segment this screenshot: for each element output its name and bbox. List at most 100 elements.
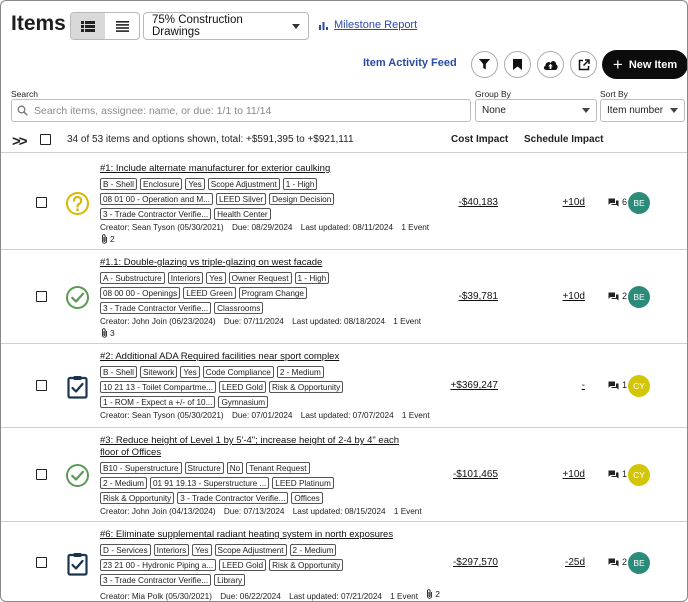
assignee-avatar[interactable]: CY: [628, 464, 650, 486]
tag-chip: 3 - Trade Contractor Verifie...: [100, 302, 212, 314]
item-row[interactable]: #3: Reduce height of Level 1 by 5'-4"; i…: [1, 428, 687, 522]
item-schedule-impact[interactable]: -: [581, 380, 585, 391]
tag-chip: D - Services: [100, 544, 151, 556]
item-row[interactable]: #1.1: Double-glazing vs triple-glazing o…: [1, 250, 687, 344]
bar-chart-icon: [319, 21, 328, 30]
assignee-avatar[interactable]: BE: [628, 192, 650, 214]
item-cost-impact[interactable]: -$40,183: [458, 197, 498, 208]
tag-chip: 1 - ROM - Expect a +/- of 10...: [100, 396, 216, 408]
item-row[interactable]: #1: Include alternate manufacturer for e…: [1, 156, 687, 250]
clipboard-check-icon: [67, 553, 88, 576]
item-name-link[interactable]: #3: Reduce height of Level 1 by 5'-4"; i…: [100, 435, 400, 458]
milestone-report-link[interactable]: Milestone Report: [319, 19, 417, 31]
question-icon: [66, 192, 89, 215]
tag-chip: Library: [214, 574, 246, 586]
plus-icon: +: [612, 55, 623, 74]
item-due: Due: 06/22/2024: [220, 592, 281, 601]
item-row[interactable]: #2: Additional ADA Required facilities n…: [1, 344, 687, 428]
tag-chip: Risk & Opportunity: [268, 381, 344, 393]
activity-feed-link[interactable]: Item Activity Feed: [363, 57, 457, 69]
tag-chip: 08 01 00 - Operation and M...: [100, 193, 213, 205]
item-checkbox[interactable]: [36, 557, 47, 568]
cost-impact-header[interactable]: Cost Impact: [451, 134, 509, 145]
item-comments[interactable]: 1: [608, 469, 627, 479]
tag-chip: Risk & Opportunity: [269, 559, 344, 571]
expand-all-icon[interactable]: >>: [12, 133, 27, 150]
select-all-checkbox[interactable]: [40, 134, 51, 145]
item-name-link[interactable]: #6: Eliminate supplemental radiant heati…: [100, 529, 394, 540]
item-updated: Last updated: 08/18/2024: [292, 317, 385, 326]
list-view-button[interactable]: [71, 13, 105, 39]
tag-chip: B10 - Superstructure: [100, 462, 182, 474]
list-summary-header: >> 34 of 53 items and options shown, tot…: [1, 129, 687, 153]
group-by-select[interactable]: None: [475, 99, 597, 122]
item-row[interactable]: #6: Eliminate supplemental radiant heati…: [1, 522, 687, 601]
assignee-avatar[interactable]: BE: [628, 552, 650, 574]
item-checkbox[interactable]: [36, 380, 47, 391]
assignee-avatar[interactable]: BE: [628, 286, 650, 308]
item-updated: Last updated: 08/11/2024: [300, 223, 394, 232]
item-creator: Creator: John Join (04/13/2024): [100, 507, 216, 516]
item-events: 1 Event: [401, 411, 430, 420]
item-creator: Creator: Mia Polk (05/30/2021): [100, 592, 212, 601]
tag-chip: 10 21 13 - Toilet Compartme...: [100, 381, 216, 393]
item-cost-impact[interactable]: -$101,465: [452, 469, 498, 480]
item-schedule-impact[interactable]: +10d: [562, 291, 585, 302]
tag-chip: Yes: [206, 272, 226, 284]
item-schedule-impact[interactable]: -25d: [564, 557, 585, 568]
tag-chip: 1 - High: [294, 272, 330, 284]
tag-chip: Enclosure: [139, 178, 183, 190]
assignee-avatar[interactable]: CY: [628, 375, 650, 397]
item-comment-count: 1: [622, 380, 628, 390]
table-view-icon: [115, 20, 129, 32]
item-comments[interactable]: 1: [608, 380, 627, 390]
tag-chip: 23 21 00 - Hydronic Piping a...: [100, 559, 217, 571]
item-comment-count: 1: [622, 469, 628, 479]
item-name-link[interactable]: #2: Additional ADA Required facilities n…: [100, 351, 340, 362]
filter-button[interactable]: [471, 51, 498, 78]
tag-chip: 08 00 00 - Openings: [100, 287, 181, 299]
sort-by-label: Sort By: [600, 89, 628, 99]
item-checkbox[interactable]: [36, 469, 47, 480]
sort-by-select[interactable]: Item number: [600, 99, 685, 122]
item-cost-impact[interactable]: -$39,781: [458, 291, 498, 302]
tag-chip: Structure: [184, 462, 224, 474]
item-attachments[interactable]: 3: [101, 328, 115, 338]
clipboard-check-icon: [67, 376, 88, 399]
item-attachments[interactable]: 2: [101, 234, 115, 244]
search-input[interactable]: [34, 104, 454, 117]
list-view-icon: [81, 20, 95, 32]
share-button[interactable]: [570, 51, 597, 78]
view-select[interactable]: 75% Construction Drawings: [143, 12, 309, 40]
item-comments[interactable]: 2: [608, 291, 627, 301]
comments-icon: [608, 381, 619, 390]
item-checkbox[interactable]: [36, 291, 47, 302]
item-comments[interactable]: 2: [608, 557, 627, 567]
item-attachments[interactable]: 2: [426, 589, 446, 599]
tag-chip: B - Shell: [100, 366, 137, 378]
item-cost-impact[interactable]: +$369,247: [450, 380, 498, 391]
tag-chip: Scope Adjustment: [214, 544, 287, 556]
item-schedule-impact[interactable]: +10d: [562, 197, 585, 208]
new-item-button[interactable]: + New Item: [602, 50, 687, 79]
tag-chip: 3 - Trade Contractor Verifie...: [100, 574, 212, 586]
milestone-report-label: Milestone Report: [334, 19, 418, 31]
table-view-button[interactable]: [105, 13, 139, 39]
tag-chip: Classrooms: [214, 302, 264, 314]
item-checkbox[interactable]: [36, 197, 47, 208]
item-creator: Creator: John Join (06/23/2024): [100, 317, 216, 326]
tag-chip: LEED Gold: [219, 559, 267, 571]
tag-chip: Owner Request: [228, 272, 292, 284]
upload-button[interactable]: [537, 51, 564, 78]
item-schedule-impact[interactable]: +10d: [562, 469, 585, 480]
item-name-link[interactable]: #1.1: Double-glazing vs triple-glazing o…: [100, 257, 323, 268]
schedule-impact-header[interactable]: Schedule Impact: [524, 134, 604, 145]
item-comments[interactable]: 6: [608, 197, 627, 207]
page-title: Items: [11, 12, 66, 35]
tag-chip: Tenant Request: [246, 462, 310, 474]
item-meta: Creator: John Join (06/23/2024) Due: 07/…: [100, 317, 427, 326]
item-name-link[interactable]: #1: Include alternate manufacturer for e…: [100, 163, 331, 174]
comments-icon: [608, 292, 619, 301]
bookmark-button[interactable]: [504, 51, 531, 78]
item-cost-impact[interactable]: -$297,570: [452, 557, 498, 568]
